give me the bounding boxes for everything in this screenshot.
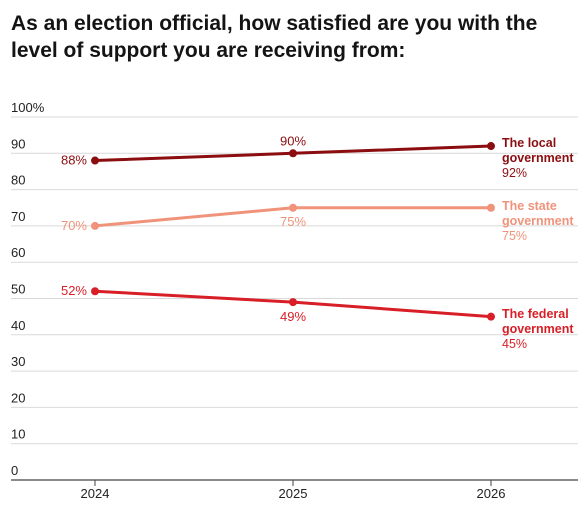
x-axis-ticks: 2024 2025 2026	[81, 480, 506, 501]
y-axis-ticks: 0 10 20 30 40 50 60 70 80 90 100%	[11, 100, 45, 478]
data-label: 52%	[61, 283, 87, 298]
series-name-label: government	[502, 322, 574, 336]
data-point	[487, 312, 495, 321]
series-name-label: The federal	[502, 307, 569, 321]
y-tick-label: 40	[11, 318, 25, 333]
series-name-label: The local	[502, 136, 556, 150]
data-point	[289, 149, 297, 158]
y-tick-label: 100%	[11, 100, 45, 115]
y-tick-label: 80	[11, 173, 25, 188]
data-label: 70%	[61, 218, 87, 233]
series-end-value: 45%	[502, 337, 527, 351]
y-tick-label: 90	[11, 136, 25, 151]
data-point	[487, 203, 495, 212]
data-point	[487, 142, 495, 151]
x-tick-label: 2025	[279, 486, 308, 501]
data-point	[91, 156, 99, 165]
series-end-value: 75%	[502, 229, 527, 243]
y-tick-label: 70	[11, 209, 25, 224]
series-name-label: government	[502, 151, 574, 165]
data-label: 88%	[61, 153, 87, 168]
data-label: 90%	[280, 133, 306, 148]
data-point	[289, 298, 297, 307]
data-label: 75%	[280, 214, 306, 229]
y-tick-label: 30	[11, 354, 25, 369]
series-name-label: government	[502, 214, 574, 228]
y-tick-label: 60	[11, 245, 25, 260]
chart-title: As an election official, how satisfied a…	[11, 12, 538, 62]
series-name-label: The state	[502, 199, 557, 213]
y-tick-label: 0	[11, 463, 18, 478]
data-label: 49%	[280, 309, 306, 324]
data-point	[289, 203, 297, 212]
data-point	[91, 221, 99, 230]
y-tick-label: 10	[11, 427, 25, 442]
y-tick-label: 50	[11, 282, 25, 297]
x-tick-label: 2024	[81, 486, 110, 501]
data-point	[91, 287, 99, 296]
y-tick-label: 20	[11, 390, 25, 405]
series-end-value: 92%	[502, 166, 527, 180]
x-tick-label: 2026	[477, 486, 506, 501]
